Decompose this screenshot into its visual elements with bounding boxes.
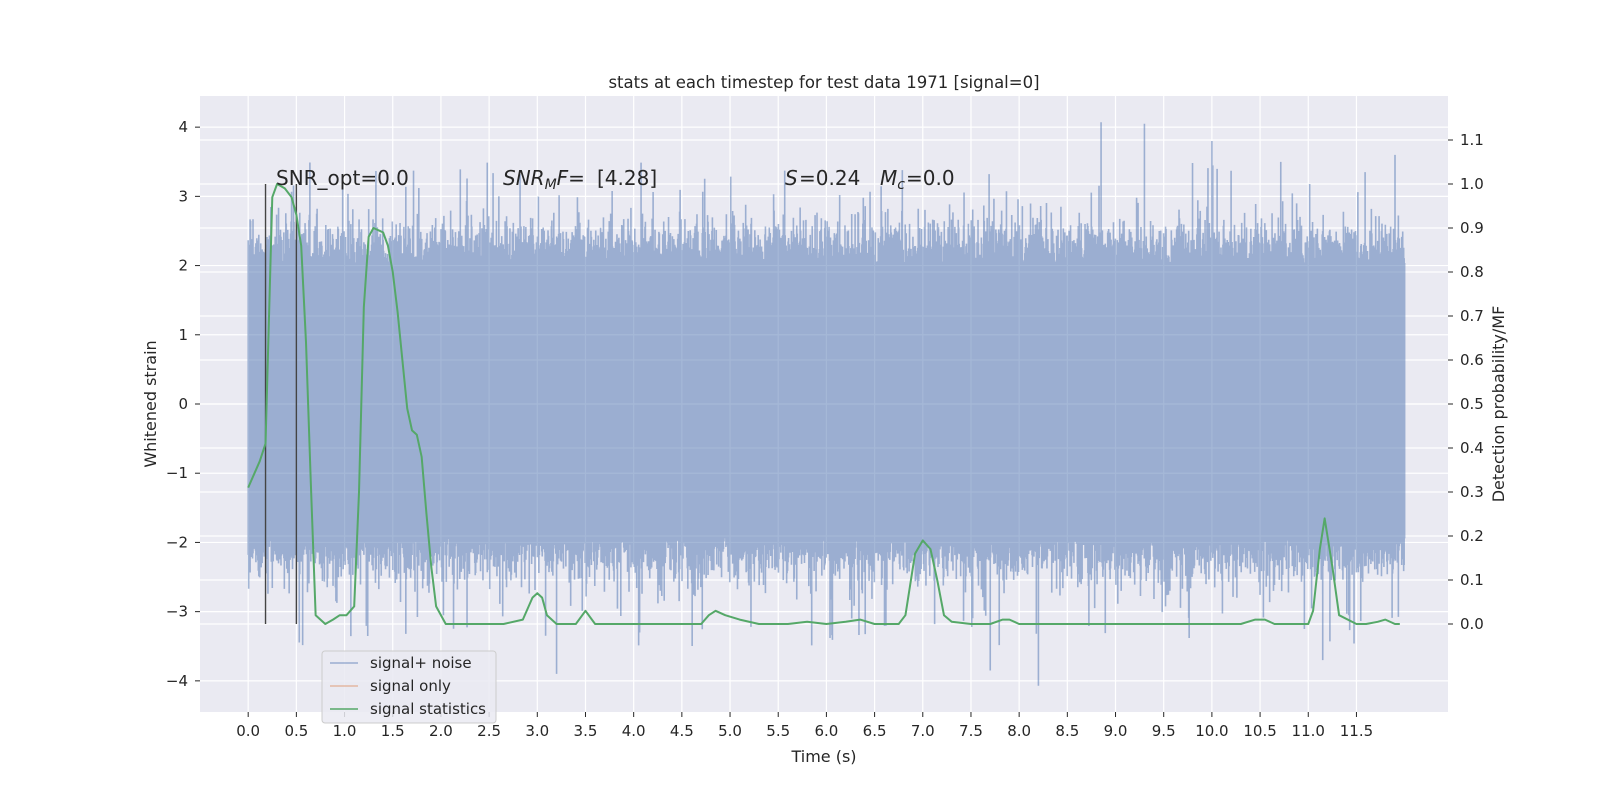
annotation-snr-mf: SNRMF= [4.28] xyxy=(503,166,657,193)
y-left-axis-label: Whitened strain xyxy=(141,340,160,467)
y-left-tick-label-8: −4 xyxy=(166,672,188,690)
x-tick-label-14: 7.0 xyxy=(911,722,935,740)
x-tick-label-21: 10.5 xyxy=(1243,722,1276,740)
x-tick-label-0: 0.0 xyxy=(236,722,260,740)
y-right-tick-label-4: 0.7 xyxy=(1460,307,1484,325)
vertical-markers xyxy=(264,184,298,624)
x-tick-label-13: 6.5 xyxy=(863,722,887,740)
y-left-tick-label-1: 3 xyxy=(178,187,188,205)
x-tick-label-11: 5.5 xyxy=(766,722,790,740)
legend-label-signal-noise: signal+ noise xyxy=(370,654,472,672)
y-left-tick-label-3: 1 xyxy=(178,326,188,344)
x-tick-label-10: 5.0 xyxy=(718,722,742,740)
annotation-mc-value: =0.0 xyxy=(906,166,955,190)
annotation-s: S =0.24 xyxy=(785,166,860,190)
x-tick-label-5: 2.5 xyxy=(477,722,501,740)
x-tick-label-19: 9.5 xyxy=(1152,722,1176,740)
x-tick-label-15: 7.5 xyxy=(959,722,983,740)
y-left-tick-label-4: 0 xyxy=(178,395,188,413)
y-right-axis-ticks: 1.1 1.0 0.9 0.8 0.7 0.6 0.5 0.4 0.3 0.2 0.1 0.0 xyxy=(1448,131,1484,633)
series-line-signal-noise xyxy=(247,122,1406,686)
y-right-tick-label-0: 1.1 xyxy=(1460,131,1484,149)
x-axis-label: Time (s) xyxy=(790,747,856,766)
y-left-tick-label-2: 2 xyxy=(178,257,188,275)
annotation-mc: Mc =0.0 xyxy=(880,166,955,193)
y-right-tick-label-1: 1.0 xyxy=(1460,175,1484,193)
annotation-s-symbol: S xyxy=(785,166,798,190)
x-tick-label-8: 4.0 xyxy=(622,722,646,740)
x-tick-label-18: 9.0 xyxy=(1104,722,1128,740)
y-right-tick-label-7: 0.4 xyxy=(1460,439,1484,457)
x-tick-label-20: 10.0 xyxy=(1195,722,1228,740)
x-tick-label-6: 3.0 xyxy=(525,722,549,740)
x-tick-label-9: 4.5 xyxy=(670,722,694,740)
annotation-snr-opt: SNR_opt=0.0 xyxy=(276,166,409,190)
series-signal-statistics xyxy=(247,183,1400,625)
y-left-tick-label-7: −3 xyxy=(166,603,188,621)
chart-title: stats at each timestep for test data 197… xyxy=(608,73,1039,92)
y-left-axis-ticks: 4 3 2 1 0 −1 −2 −3 −4 xyxy=(166,118,200,690)
x-tick-label-17: 8.5 xyxy=(1055,722,1079,740)
x-tick-label-3: 1.5 xyxy=(381,722,405,740)
series-line-signal-statistics xyxy=(247,183,1400,625)
legend-label-signal-statistics: signal statistics xyxy=(370,700,486,718)
y-right-tick-label-6: 0.5 xyxy=(1460,395,1484,413)
x-tick-label-22: 11.0 xyxy=(1292,722,1325,740)
legend-label-signal-only: signal only xyxy=(370,677,451,695)
y-right-tick-label-10: 0.1 xyxy=(1460,571,1484,589)
y-right-tick-label-5: 0.6 xyxy=(1460,351,1484,369)
y-right-tick-label-8: 0.3 xyxy=(1460,483,1484,501)
series-signal-noise xyxy=(247,122,1406,686)
x-tick-label-4: 2.0 xyxy=(429,722,453,740)
y-left-tick-label-6: −2 xyxy=(166,533,188,551)
y-left-tick-label-0: 4 xyxy=(178,118,188,136)
annotation-s-value: =0.24 xyxy=(799,166,860,190)
legend-box xyxy=(321,650,497,724)
y-right-tick-label-3: 0.8 xyxy=(1460,263,1484,281)
y-right-axis-label: Detection probability/MF xyxy=(1489,306,1508,503)
annotation-snr-mf-value: [4.28] xyxy=(597,166,657,190)
x-axis-ticks: 0.0 0.5 1.0 1.5 2.0 2.5 3.0 3.5 4.0 4.5 5.0 5.5 6.0 6… xyxy=(236,712,1373,740)
y-right-tick-label-9: 0.2 xyxy=(1460,527,1484,545)
x-tick-label-23: 11.5 xyxy=(1340,722,1373,740)
y-right-tick-label-11: 0.0 xyxy=(1460,615,1484,633)
y-right-tick-label-2: 0.9 xyxy=(1460,219,1484,237)
x-tick-label-7: 3.5 xyxy=(574,722,598,740)
x-tick-label-2: 1.0 xyxy=(333,722,357,740)
x-tick-label-16: 8.0 xyxy=(1007,722,1031,740)
annotation-mc-symbol: Mc xyxy=(880,166,905,193)
x-tick-label-1: 0.5 xyxy=(284,722,308,740)
legend: signal+ noise signal only signal statist… xyxy=(321,650,497,724)
x-tick-label-12: 6.0 xyxy=(814,722,838,740)
annotation-snr-mf-symbol: SNRMF= xyxy=(503,166,585,193)
y-left-tick-label-5: −1 xyxy=(166,464,188,482)
